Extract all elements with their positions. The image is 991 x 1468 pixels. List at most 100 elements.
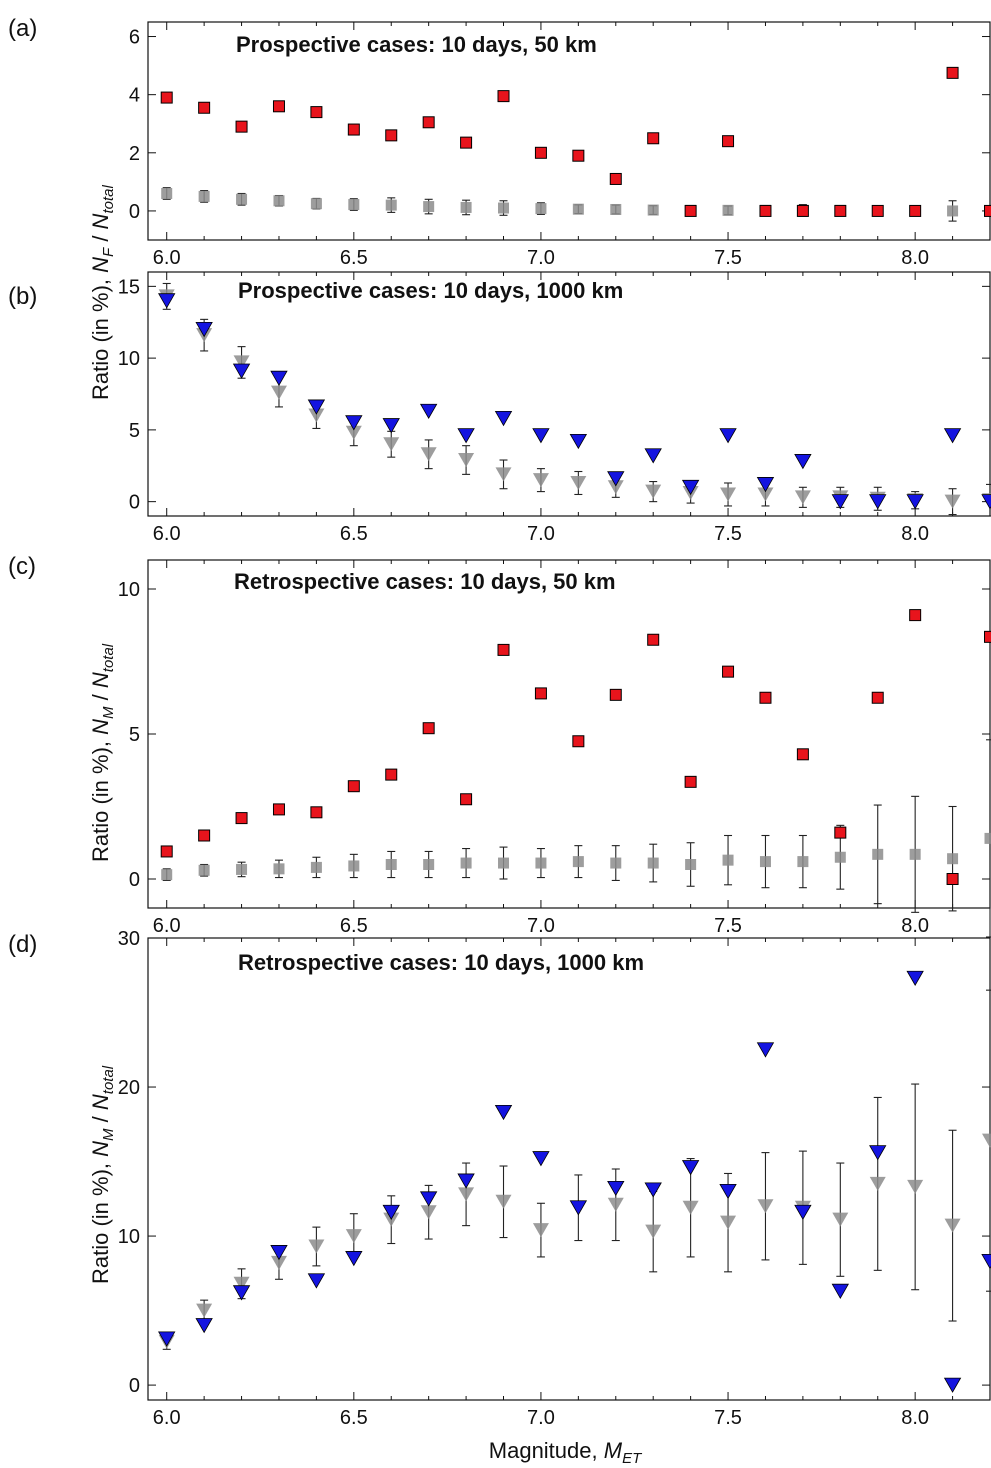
panel-a-model-point [610, 203, 622, 215]
panel-c-model-point [797, 856, 809, 868]
panel-d-observed-point [831, 1283, 850, 1300]
panel-b-observed-point [382, 418, 400, 434]
panel-c-xtick-label: 7.0 [527, 915, 555, 937]
panel-d-observed-point [906, 970, 924, 987]
panel-b-xtick-label: 7.5 [714, 523, 742, 545]
panel-c-model-point [722, 854, 734, 866]
panel-b-observed-point [756, 477, 775, 493]
panel-a-model-point [198, 190, 210, 202]
panel-a-model-point [647, 204, 659, 216]
panel-c-title: Retrospective cases: 10 days, 50 km [234, 569, 616, 594]
panel-c-observed-point [497, 643, 510, 656]
panel-b: 0 5 10 15 6.0 6.5 7.0 7.5 8.0 [118, 271, 991, 545]
panel-b-ytick-label: 5 [129, 420, 140, 442]
panel-b-observed-point [419, 403, 438, 420]
panel-c-ytick-label: 10 [118, 579, 140, 601]
panel-c-model-point [984, 832, 991, 844]
panel-b-observed-point [457, 428, 475, 444]
y-axis-label-retro-50: Ratio (in %), NM / Ntotal [88, 643, 117, 862]
panel-a-xtick-label: 7.0 [527, 247, 555, 269]
panel-a-model-point [535, 203, 547, 215]
panel-c-observed-point [909, 609, 922, 622]
panel-d-observed-point [644, 1182, 662, 1198]
ylabel-c-sub: M [100, 706, 117, 719]
panel-c-observed-point [871, 691, 884, 704]
panel-a-label: (a) [8, 15, 37, 42]
panel-c-observed-point [984, 630, 991, 643]
panel-a-observed-point [722, 135, 735, 148]
panel-b-observed-point [794, 454, 812, 470]
panel-a-observed-point [497, 90, 510, 103]
panel-c-model-point [947, 853, 959, 865]
panel-c-model-point [423, 859, 435, 870]
panel-a-observed-point [198, 101, 211, 114]
ylabel-d-slash: / [88, 1110, 113, 1128]
panel-c-observed-point [647, 633, 660, 646]
panel-c-model-point [161, 869, 173, 881]
panel-b-ytick-label: 10 [118, 348, 140, 370]
panel-d-xtick-label: 6.5 [340, 1407, 368, 1429]
panel-c-xtick-label: 6.0 [153, 915, 181, 937]
ylabel-ab-slash: / [88, 229, 113, 247]
ylabel-ab-n: N [88, 257, 113, 273]
panel-d-model-point [196, 1303, 213, 1318]
panel-c-model-point [385, 859, 397, 870]
panel-a-ytick-label: 6 [129, 27, 140, 49]
panel-d-model-point [645, 1224, 662, 1239]
panel-d-ytick-label: 20 [118, 1077, 140, 1099]
panel-a-observed-point [834, 204, 847, 217]
panel-a-model-point [423, 201, 435, 213]
panel-c-frame [147, 559, 991, 909]
panel-d-model-point [944, 1218, 961, 1233]
xlabel-prefix: Magnitude, [489, 1438, 604, 1463]
panel-a-model-point [460, 201, 472, 213]
panel-d: 0 10 20 30 6.0 6.5 7.0 7.5 8.0 [118, 928, 991, 1429]
panel-d-observed-point [532, 1151, 550, 1167]
xlabel-sub: ET [622, 1450, 643, 1467]
panel-b-model-point [720, 487, 737, 502]
panel-d-ytick-label: 30 [118, 928, 140, 950]
y-axis-label-retro-1000: Ratio (in %), NM / Ntotal [88, 1065, 117, 1284]
panel-b-xtick-label: 8.0 [901, 523, 929, 545]
panel-d-xtick-label: 7.0 [527, 1407, 555, 1429]
panel-b-observed-point [981, 494, 991, 510]
panel-b-model-point [532, 473, 549, 488]
panel-d-ytick-label: 10 [118, 1226, 140, 1248]
panel-c-model-point [348, 860, 360, 872]
panel-b-model-point [794, 490, 811, 505]
panel-b-model-point [308, 408, 325, 423]
panel-c-model-point [460, 857, 472, 869]
panel-a-xtick-label: 6.5 [340, 247, 368, 269]
panel-d-observed-point [307, 1273, 326, 1289]
ylabel-c-prefix: Ratio (in %), [88, 735, 113, 862]
panel-d-model-point [458, 1187, 475, 1202]
panel-b-observed-point [943, 428, 962, 444]
panel-c-observed-point [460, 793, 473, 806]
panel-c-observed-point [572, 735, 585, 748]
panel-c-model-point [610, 857, 622, 869]
panel-b-observed-point [569, 433, 588, 450]
panel-d-observed-point [607, 1180, 625, 1197]
panel-b-observed-point [532, 428, 550, 444]
panel-c-observed-point [722, 665, 735, 678]
panel-c-ytick-label: 0 [129, 869, 140, 891]
panel-b-model-point [270, 385, 287, 400]
panel-c-model-point [759, 856, 771, 868]
panel-b-observed-point [307, 399, 326, 415]
panel-a-model-point [385, 199, 397, 211]
panel-a-observed-point [796, 204, 809, 217]
panel-b-label: (b) [8, 283, 37, 310]
panel-b-observed-point [906, 494, 924, 510]
panel-d-xtick-label: 6.0 [153, 1407, 181, 1429]
panel-c-observed-point [534, 687, 547, 700]
panel-b-observed-point [644, 448, 662, 464]
panel-d-observed-point [195, 1318, 213, 1334]
panels: 0 2 4 6 6.0 6.5 7.0 7.5 8.0 0 5 10 15 6.0 6.5 7.0 7.5 8.0… [118, 21, 991, 1429]
panel-c-model-point [198, 864, 210, 876]
panel-b-observed-point [232, 363, 251, 379]
panel-c-ytick-label: 5 [129, 724, 140, 746]
panel-c-xtick-label: 7.5 [714, 915, 742, 937]
panel-b-model-point [345, 425, 362, 440]
panel-d-model-point [607, 1197, 624, 1212]
